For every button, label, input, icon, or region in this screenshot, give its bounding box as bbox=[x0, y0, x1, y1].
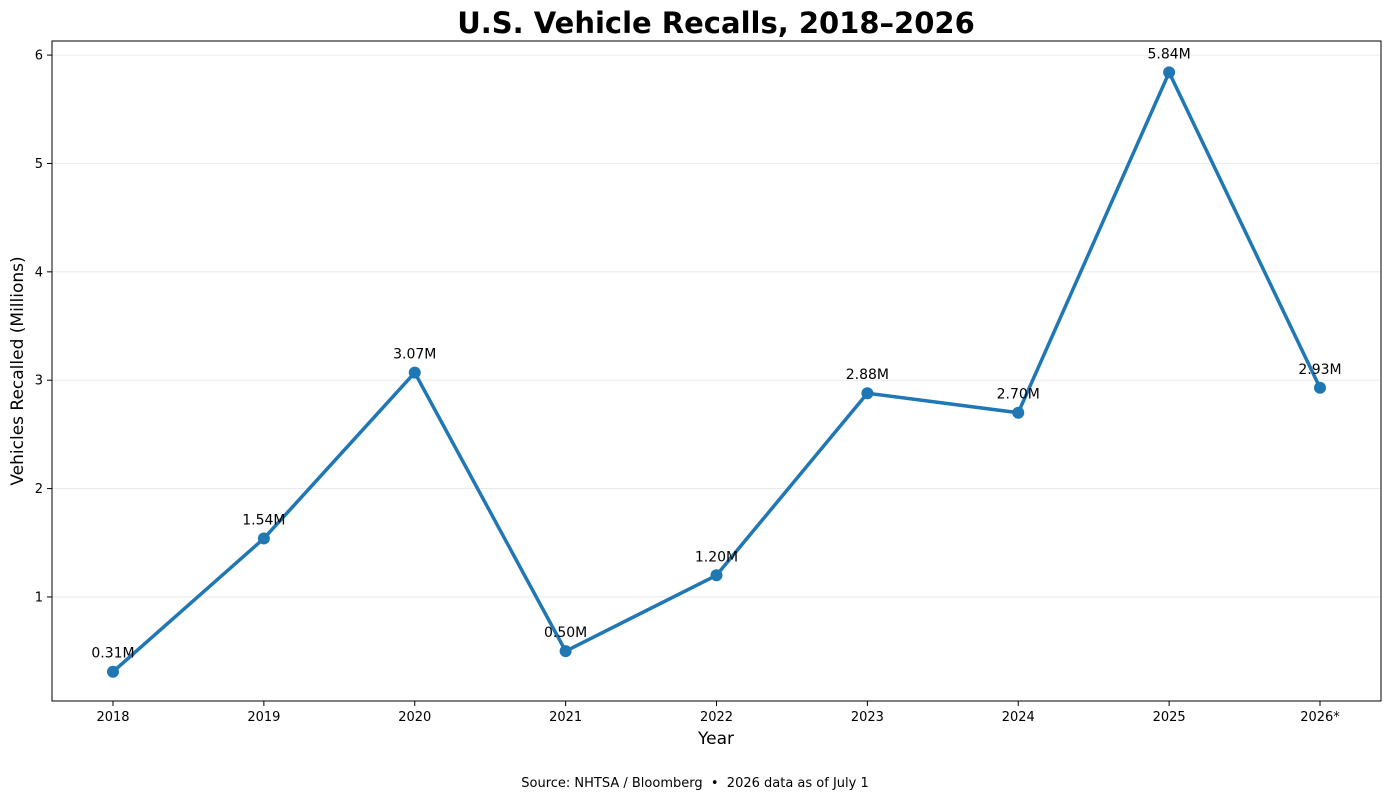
data-label: 2.70M bbox=[997, 387, 1040, 403]
series-recalls: 0.31M 1.54M 3.07M 0.50M 1.20M 2.88M 2.70M 5.84M… bbox=[91, 46, 1342, 678]
x-tick-label: 2022 bbox=[700, 710, 733, 725]
data-label: 5.84M bbox=[1147, 46, 1190, 62]
plot-frame bbox=[51, 40, 1382, 702]
data-label: 1.54M bbox=[242, 512, 285, 528]
data-label: 2.93M bbox=[1298, 362, 1341, 378]
data-point bbox=[1012, 406, 1025, 419]
x-tick-label: 2023 bbox=[851, 710, 884, 725]
data-label: 0.31M bbox=[91, 646, 134, 662]
source-note: Source: NHTSA / Bloomberg • 2026 data as… bbox=[521, 776, 869, 791]
data-point bbox=[559, 645, 572, 658]
data-point bbox=[408, 366, 421, 379]
y-tick-label: 3 bbox=[35, 374, 43, 389]
x-axis-label: Year bbox=[697, 729, 734, 749]
y-tick-label: 2 bbox=[35, 482, 43, 497]
data-point bbox=[1314, 381, 1326, 394]
x-tick-label: 2019 bbox=[247, 710, 280, 725]
y-tick-label: 4 bbox=[35, 265, 43, 280]
data-label: 0.50M bbox=[544, 625, 587, 641]
x-tick-label: 2024 bbox=[1002, 710, 1035, 725]
y-tick-label: 1 bbox=[35, 590, 43, 605]
series-line bbox=[111, 70, 1322, 674]
data-point bbox=[1163, 66, 1176, 79]
data-point bbox=[107, 665, 119, 678]
gridlines bbox=[52, 54, 1381, 598]
y-tick-label: 6 bbox=[35, 49, 43, 64]
x-tick-label: 2018 bbox=[96, 710, 129, 725]
x-tick-label: 2025 bbox=[1153, 710, 1186, 725]
data-label: 2.88M bbox=[846, 367, 889, 383]
data-label: 1.20M bbox=[695, 549, 738, 565]
data-point bbox=[861, 387, 874, 400]
x-tick-label: 2020 bbox=[398, 710, 431, 725]
data-label: 3.07M bbox=[393, 347, 436, 363]
y-axis-ticks: 1 2 3 4 5 6 bbox=[35, 49, 52, 605]
y-tick-label: 5 bbox=[35, 157, 43, 172]
y-axis-label: Vehicles Recalled (Millions) bbox=[8, 256, 28, 485]
chart-title: U.S. Vehicle Recalls, 2018–2026 bbox=[457, 6, 975, 40]
x-axis-ticks: 2018 2019 2020 2021 2022 2023 2024 2025 2026* bbox=[96, 701, 1340, 725]
data-point bbox=[710, 569, 723, 582]
x-tick-label: 2021 bbox=[549, 710, 582, 725]
data-point bbox=[257, 532, 270, 545]
x-tick-label: 2026* bbox=[1300, 710, 1340, 725]
